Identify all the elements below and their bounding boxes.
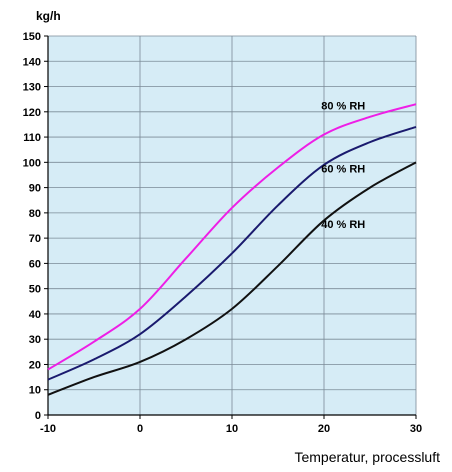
x-tick-label: 20 — [318, 423, 330, 435]
y-tick-label: 90 — [29, 183, 41, 195]
y-tick-label: 20 — [29, 359, 41, 371]
y-tick-label: 70 — [29, 233, 41, 245]
y-tick-label: 140 — [23, 56, 41, 68]
y-tick-label: 50 — [29, 284, 41, 296]
y-tick-label: 130 — [23, 82, 41, 94]
y-tick-label: 30 — [29, 334, 41, 346]
x-tick-label: 0 — [137, 423, 143, 435]
y-axis-unit-label: kg/h — [36, 9, 61, 23]
y-tick-labels: 0 10 20 30 40 50 60 70 80 90 100 110 120 130 140 150 — [23, 31, 41, 422]
series-label: 40 % RH — [321, 219, 365, 231]
y-tick-label: 150 — [23, 31, 41, 43]
x-tick-label: -10 — [40, 423, 56, 435]
x-axis-title: Temperatur, processluft — [294, 449, 440, 465]
series-lines — [47, 103, 417, 396]
y-tick-label: 40 — [29, 309, 41, 321]
y-tick-label: 10 — [29, 385, 41, 397]
series-label: 60 % RH — [321, 163, 365, 175]
series-label: 80 % RH — [321, 100, 365, 112]
y-tick-label: 100 — [23, 157, 41, 169]
y-tick-label: 0 — [35, 410, 41, 422]
y-tick-label: 80 — [29, 208, 41, 220]
series-labels: 80 % RH 60 % RH 40 % RH — [321, 100, 365, 231]
y-tick-label: 120 — [23, 107, 41, 119]
grid-lines — [48, 35, 417, 415]
y-tick-label: 110 — [23, 132, 41, 144]
y-tick-label: 60 — [29, 258, 41, 270]
x-tick-label: 10 — [226, 423, 238, 435]
series-line — [47, 126, 417, 381]
axes — [44, 35, 417, 419]
x-tick-label: 30 — [410, 423, 422, 435]
series-line — [47, 103, 417, 371]
x-tick-labels: -10 0 10 20 30 — [40, 423, 422, 435]
series-line — [47, 161, 417, 396]
